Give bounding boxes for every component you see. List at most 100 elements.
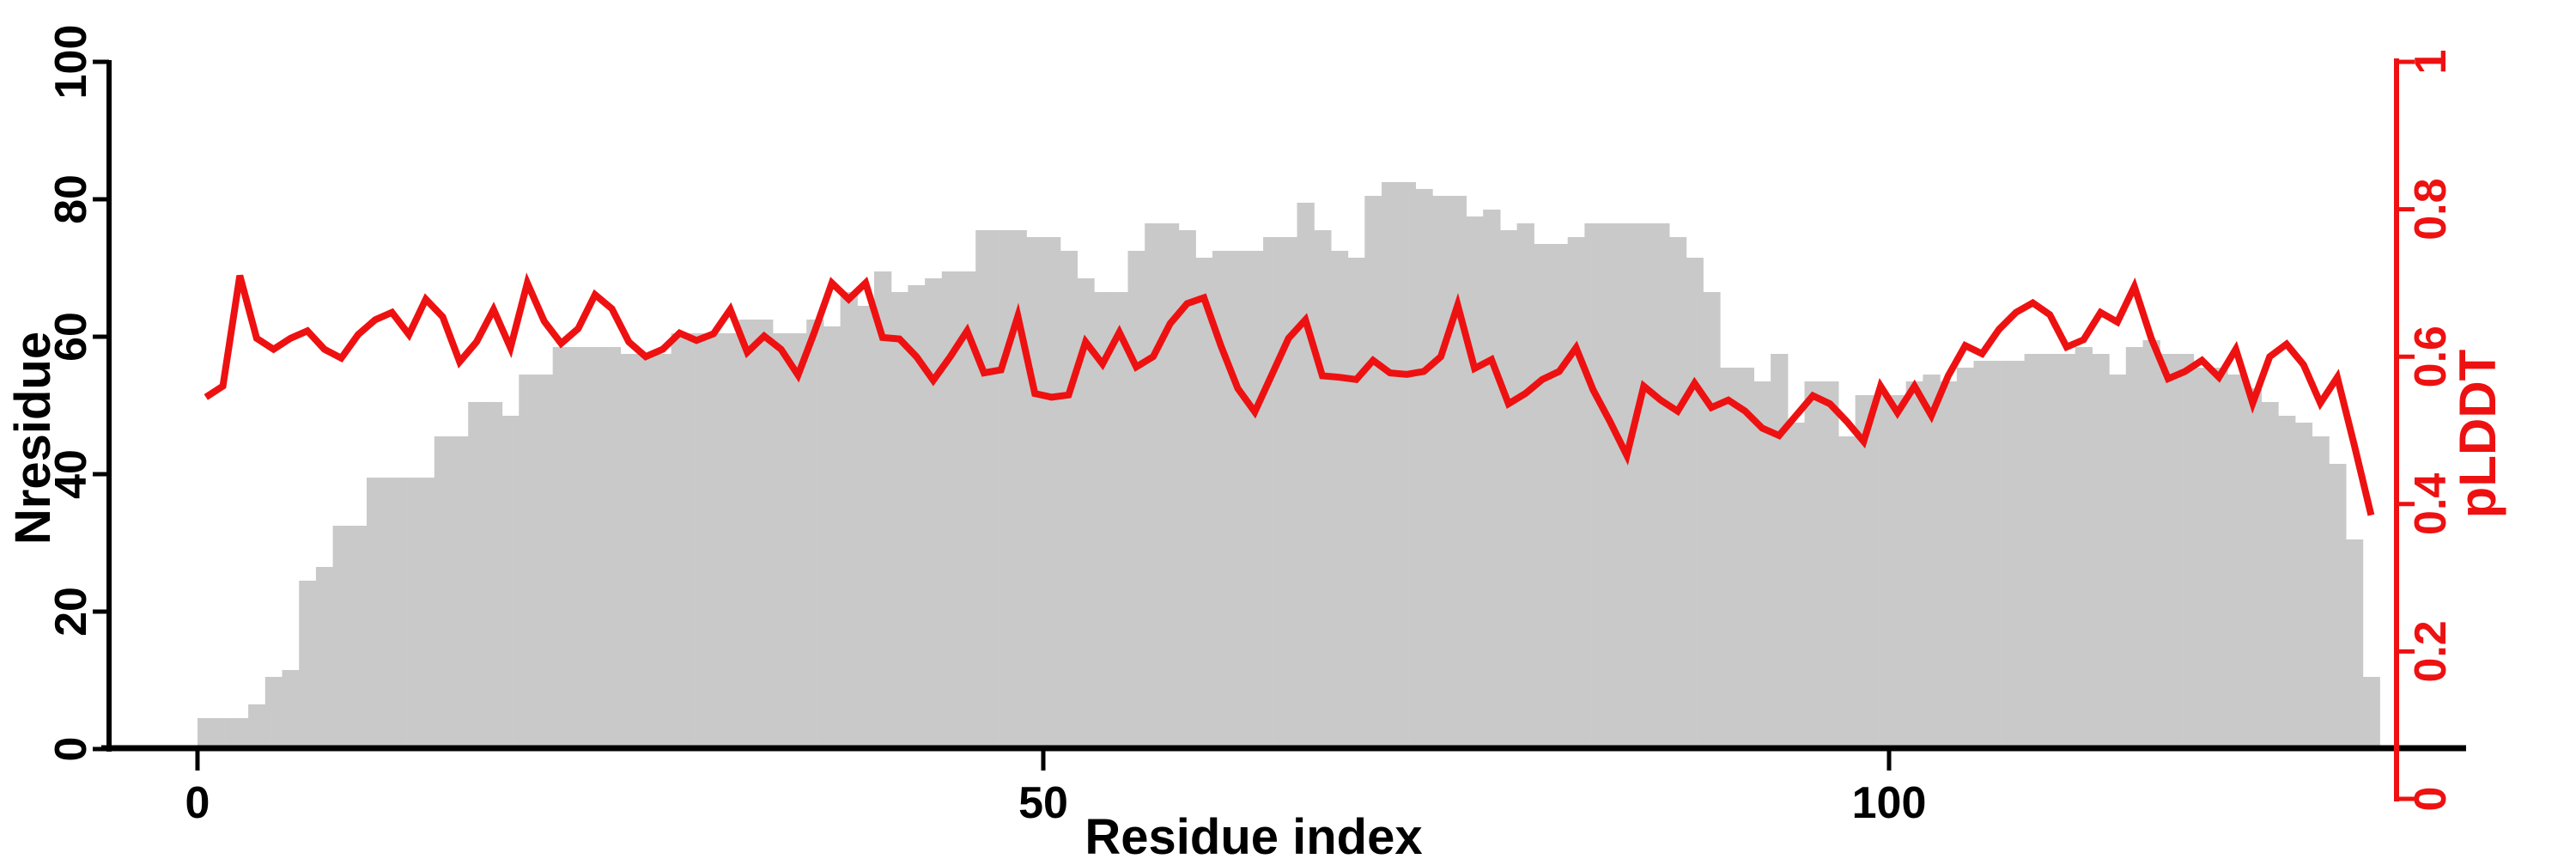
bar	[1449, 196, 1467, 746]
y-left-tick-label: 100	[46, 25, 96, 100]
bar	[451, 436, 469, 746]
y-left-tick-label: 0	[46, 737, 96, 762]
bar	[248, 704, 266, 746]
bar	[2244, 388, 2262, 746]
y-axis-left-title: Nresidue	[5, 332, 61, 545]
bar	[332, 526, 350, 746]
bar	[671, 333, 689, 746]
bar	[1736, 368, 1754, 746]
bar	[519, 375, 537, 746]
bar	[1060, 251, 1078, 746]
bar	[1618, 223, 1637, 746]
x-tick-label: 50	[1018, 778, 1068, 828]
x-axis-title: Residue index	[1084, 809, 1422, 859]
bar	[1347, 258, 1365, 746]
nresidue-bars	[197, 182, 2380, 746]
bar	[1889, 395, 1907, 746]
bar	[1314, 230, 1332, 746]
bar	[1703, 292, 1721, 746]
bar	[1584, 223, 1602, 746]
bar	[1127, 251, 1145, 746]
bar	[1990, 361, 2008, 746]
bar	[2210, 368, 2228, 746]
bar	[908, 285, 926, 746]
bar	[2362, 677, 2380, 746]
bar	[349, 526, 368, 746]
bar	[1973, 361, 1991, 746]
bar	[637, 354, 655, 746]
bar	[1178, 230, 1196, 746]
bar	[282, 670, 300, 746]
bar	[1567, 237, 1585, 746]
bar	[756, 320, 774, 746]
bar	[417, 478, 435, 746]
bar	[1668, 237, 1687, 746]
bar	[501, 416, 519, 746]
bar	[1720, 368, 1738, 746]
bar	[925, 278, 943, 746]
bar	[2176, 354, 2195, 746]
y-left-tick-label: 40	[46, 449, 96, 499]
bar	[1923, 375, 1941, 746]
bar	[1043, 237, 1061, 746]
y-left-tick-label: 20	[46, 587, 96, 637]
bar	[1466, 216, 1484, 746]
bar	[890, 292, 908, 746]
bar	[1077, 278, 1095, 746]
x-tick-label: 0	[185, 778, 210, 828]
y-axis-right-title: pLDDT	[2449, 350, 2506, 519]
bar	[1094, 292, 1112, 746]
bar	[299, 581, 317, 746]
bar	[214, 718, 232, 746]
bar	[823, 326, 841, 746]
bar	[1753, 381, 1771, 746]
bar	[2345, 539, 2364, 746]
y-right-tick-label: 0.6	[2406, 326, 2456, 387]
bar	[2109, 375, 2127, 746]
bar	[2125, 347, 2144, 746]
bar	[2041, 354, 2059, 746]
bar	[705, 333, 723, 746]
bar	[2312, 436, 2330, 746]
bar	[2075, 347, 2093, 746]
bar	[653, 354, 672, 746]
bar	[1940, 381, 1958, 746]
bar	[1686, 258, 1704, 746]
bar	[1855, 395, 1873, 746]
bar	[2142, 340, 2160, 746]
bar	[1956, 368, 1975, 746]
bar	[1161, 223, 1180, 746]
bar	[536, 375, 554, 746]
x-tick-label: 100	[1852, 778, 1927, 828]
bar	[434, 436, 453, 746]
bar	[1212, 251, 1230, 746]
bar	[1635, 223, 1653, 746]
bar	[1263, 237, 1281, 746]
bar	[603, 347, 622, 746]
y-right-tick-label: 0.8	[2406, 178, 2456, 240]
y-right-tick-label: 1	[2406, 50, 2456, 75]
bar	[1551, 244, 1569, 746]
bar	[1804, 381, 1822, 746]
bar	[992, 230, 1011, 746]
bar	[1195, 258, 1213, 746]
bar	[197, 718, 216, 746]
bar	[367, 478, 385, 746]
bar	[586, 347, 605, 746]
bar	[484, 402, 503, 746]
bar	[2294, 423, 2313, 746]
bar	[2227, 375, 2245, 746]
bar	[569, 347, 587, 746]
bar	[1787, 423, 1806, 746]
bar	[1246, 251, 1264, 746]
bar	[874, 271, 892, 746]
bar	[2024, 354, 2042, 746]
bar	[1601, 223, 1619, 746]
bar	[2058, 354, 2076, 746]
bar	[400, 478, 418, 746]
bar	[688, 333, 706, 746]
bar	[2007, 361, 2026, 746]
bar	[2329, 464, 2347, 746]
y-axis-left: 0 20 40 60 80 100 Nresidue	[5, 25, 112, 762]
